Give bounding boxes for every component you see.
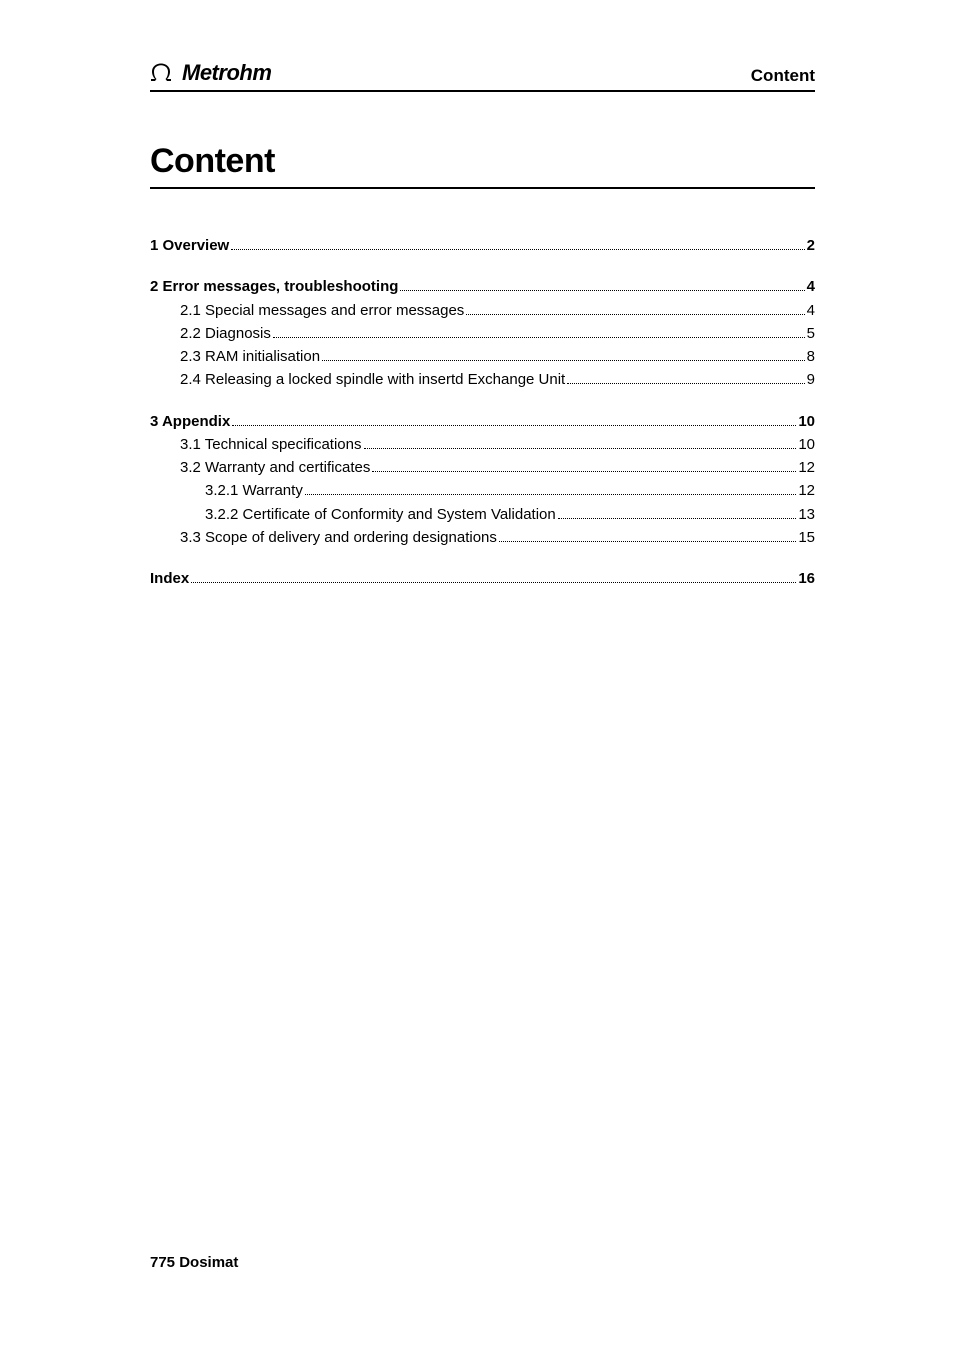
document-page: Metrohm Content Content 1 Overview 2 2 Err…	[150, 60, 815, 608]
dot-leader	[567, 383, 804, 384]
toc-entry-page: 15	[798, 526, 815, 549]
toc-group: 1 Overview 2	[150, 234, 815, 257]
dot-leader	[322, 360, 805, 361]
dot-leader	[364, 448, 797, 449]
toc-entry-page: 8	[807, 345, 815, 368]
toc-entry-page: 16	[798, 567, 815, 590]
toc-entry[interactable]: 2.4 Releasing a locked spindle with inse…	[150, 368, 815, 391]
toc-entry[interactable]: 2.1 Special messages and error messages 4	[150, 299, 815, 322]
dot-leader	[499, 541, 796, 542]
toc-entry-label: 3.2.1 Warranty	[205, 479, 303, 502]
toc-entry-page: 10	[798, 433, 815, 456]
toc-group: 3 Appendix103.1 Technical specifications…	[150, 410, 815, 550]
toc-entry-label: Index	[150, 567, 189, 590]
toc-entry-page: 5	[807, 322, 815, 345]
page-footer: 775 Dosimat	[150, 1254, 238, 1271]
toc-entry-label: 2.4 Releasing a locked spindle with inse…	[180, 368, 565, 391]
dot-leader	[273, 337, 805, 338]
dot-leader	[191, 582, 796, 583]
toc-entry[interactable]: 3.2.2 Certificate of Conformity and Syst…	[150, 503, 815, 526]
toc-entry-page: 9	[807, 368, 815, 391]
toc-entry[interactable]: 2.3 RAM initialisation 8	[150, 345, 815, 368]
toc-entry-page: 2	[807, 234, 815, 257]
dot-leader	[558, 518, 797, 519]
table-of-contents: 1 Overview 2 2 Error messages, troubleshoo…	[150, 234, 815, 590]
toc-entry-label: 3.1 Technical specifications	[180, 433, 362, 456]
dot-leader	[372, 471, 796, 472]
toc-entry-page: 13	[798, 503, 815, 526]
dot-leader	[231, 249, 804, 250]
toc-entry[interactable]: 3.1 Technical specifications 10	[150, 433, 815, 456]
toc-entry-label: 2 Error messages, troubleshooting	[150, 275, 398, 298]
toc-entry-label: 3.2.2 Certificate of Conformity and Syst…	[205, 503, 556, 526]
toc-entry[interactable]: 3.3 Scope of delivery and ordering desig…	[150, 526, 815, 549]
toc-entry-page: 4	[807, 299, 815, 322]
toc-entry[interactable]: 3.2 Warranty and certificates 12	[150, 456, 815, 479]
toc-entry[interactable]: 2 Error messages, troubleshooting 4	[150, 275, 815, 298]
toc-entry[interactable]: Index 16	[150, 567, 815, 590]
toc-entry[interactable]: 1 Overview 2	[150, 234, 815, 257]
dot-leader	[232, 425, 796, 426]
toc-entry-page: 4	[807, 275, 815, 298]
toc-entry[interactable]: 3.2.1 Warranty 12	[150, 479, 815, 502]
header-section-label: Content	[751, 66, 815, 86]
omega-icon	[150, 63, 176, 83]
toc-entry-label: 2.3 RAM initialisation	[180, 345, 320, 368]
brand-logo: Metrohm	[150, 60, 271, 86]
toc-entry-page: 12	[798, 456, 815, 479]
toc-entry-label: 3.2 Warranty and certificates	[180, 456, 370, 479]
dot-leader	[305, 494, 796, 495]
toc-entry-label: 3 Appendix	[150, 410, 230, 433]
brand-text: Metrohm	[182, 60, 271, 86]
toc-group: Index 16	[150, 567, 815, 590]
page-title: Content	[150, 142, 815, 189]
toc-entry-page: 12	[798, 479, 815, 502]
toc-entry-label: 2.2 Diagnosis	[180, 322, 271, 345]
toc-entry-label: 3.3 Scope of delivery and ordering desig…	[180, 526, 497, 549]
toc-entry[interactable]: 3 Appendix 10	[150, 410, 815, 433]
toc-entry-page: 10	[798, 410, 815, 433]
page-header: Metrohm Content	[150, 60, 815, 92]
toc-entry[interactable]: 2.2 Diagnosis 5	[150, 322, 815, 345]
toc-group: 2 Error messages, troubleshooting42.1 Sp…	[150, 275, 815, 391]
dot-leader	[466, 314, 804, 315]
toc-entry-label: 1 Overview	[150, 234, 229, 257]
dot-leader	[400, 290, 804, 291]
toc-entry-label: 2.1 Special messages and error messages	[180, 299, 464, 322]
